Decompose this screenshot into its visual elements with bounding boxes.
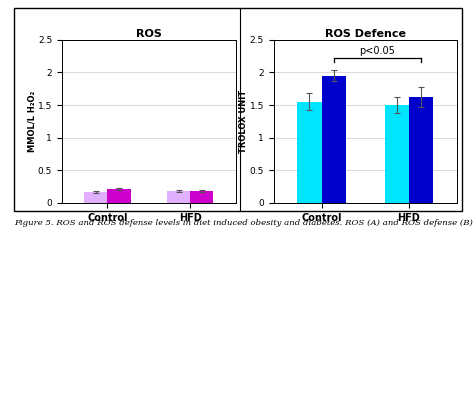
Title: ROS Defence: ROS Defence	[325, 29, 406, 39]
Bar	[190, 191, 213, 203]
Text: p<0.05: p<0.05	[359, 46, 396, 56]
Y-axis label: MMOL/L H₂O₂: MMOL/L H₂O₂	[28, 91, 36, 152]
Y-axis label: TROLOX UNIT: TROLOX UNIT	[239, 90, 248, 153]
Bar	[297, 102, 322, 203]
Bar	[84, 192, 108, 203]
Title: ROS: ROS	[136, 29, 162, 39]
Bar	[167, 191, 190, 203]
Bar	[108, 189, 130, 203]
Bar	[322, 76, 346, 203]
Text: Figure 5. ROS and ROS defense levels in diet induced obesity and diabetes. ROS (: Figure 5. ROS and ROS defense levels in …	[14, 219, 476, 226]
Bar	[385, 105, 409, 203]
Bar	[409, 97, 433, 203]
